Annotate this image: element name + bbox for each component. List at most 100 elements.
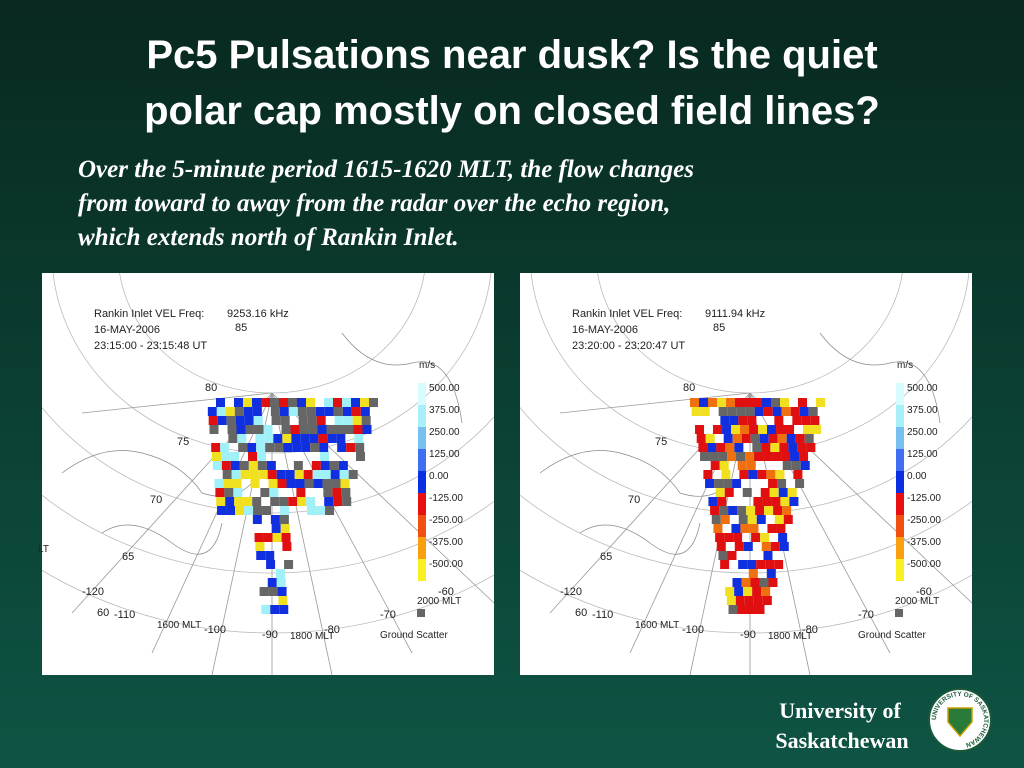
echo-cell bbox=[698, 443, 708, 452]
echo-cell bbox=[270, 605, 280, 614]
echo-cell bbox=[778, 488, 788, 497]
echo-cell bbox=[217, 506, 227, 515]
echo-cell bbox=[252, 407, 262, 416]
echo-cell bbox=[754, 452, 764, 461]
echo-cell bbox=[225, 407, 235, 416]
panel-header: Rankin Inlet VEL Freq: bbox=[572, 308, 682, 320]
echo-cell bbox=[787, 488, 797, 497]
echo-cell bbox=[266, 461, 276, 470]
title-line: polar cap mostly on closed field lines? bbox=[144, 89, 880, 133]
echo-cell bbox=[737, 605, 747, 614]
echo-cell bbox=[270, 515, 280, 524]
echo-cell bbox=[330, 470, 340, 479]
echo-cell bbox=[731, 524, 741, 533]
body-line: which extends north of Rankin Inlet. bbox=[78, 224, 459, 251]
echo-cell bbox=[806, 443, 816, 452]
echo-cell bbox=[273, 434, 283, 443]
echo-cell bbox=[744, 398, 753, 407]
mlt-label: 1800 MLT bbox=[290, 631, 334, 642]
echo-cell bbox=[735, 596, 745, 605]
echo-cell bbox=[777, 434, 787, 443]
echo-cell bbox=[795, 479, 805, 488]
echo-cell bbox=[223, 479, 233, 488]
echo-cell bbox=[707, 443, 717, 452]
echo-cell bbox=[279, 515, 289, 524]
mlt-label: 2000 MLT bbox=[417, 596, 461, 607]
echo-cell bbox=[245, 425, 255, 434]
echo-cell bbox=[217, 416, 227, 425]
echo-cell bbox=[731, 425, 741, 434]
latitude-label: 65 bbox=[122, 551, 134, 563]
radar-panel: Rankin Inlet VEL Freq: 16-MAY-2006 23:15:0… bbox=[38, 273, 494, 675]
echo-cell bbox=[762, 497, 772, 506]
echo-cell bbox=[775, 470, 785, 479]
echo-cell bbox=[718, 551, 728, 560]
colorbar-label: -500.00 bbox=[429, 559, 463, 570]
echo-cell bbox=[227, 425, 237, 434]
colorbar-segment bbox=[896, 449, 904, 471]
latitude-label: 60 bbox=[97, 607, 109, 619]
echo-cell bbox=[705, 479, 715, 488]
latitude-label: 85 bbox=[713, 322, 725, 334]
echo-cell bbox=[297, 398, 306, 407]
echo-cell bbox=[225, 497, 235, 506]
echo-cell bbox=[353, 425, 363, 434]
meridian bbox=[151, 392, 273, 654]
echo-cell bbox=[325, 506, 335, 515]
echo-cell bbox=[747, 515, 757, 524]
echo-cell bbox=[700, 407, 710, 416]
colorbar-segment bbox=[896, 405, 904, 427]
echo-cell bbox=[720, 560, 730, 569]
colorbar-label: 250.00 bbox=[429, 427, 460, 438]
echo-cell bbox=[774, 416, 784, 425]
echo-cell bbox=[271, 524, 281, 533]
longitude-label: -90 bbox=[262, 629, 278, 641]
echo-cell bbox=[295, 479, 305, 488]
echo-cell bbox=[771, 398, 780, 407]
echo-cell bbox=[738, 560, 748, 569]
echo-cell bbox=[792, 416, 802, 425]
echo-cell bbox=[766, 470, 776, 479]
longitude-label: -70 bbox=[858, 609, 874, 621]
echo-cell bbox=[261, 605, 271, 614]
echo-cell bbox=[270, 398, 279, 407]
echo-cell bbox=[244, 416, 254, 425]
longitude-label: -110 bbox=[114, 609, 135, 621]
echo-cell bbox=[735, 398, 744, 407]
echo-cell bbox=[762, 596, 772, 605]
echo-cell bbox=[782, 506, 792, 515]
echo-cell bbox=[323, 488, 333, 497]
echo-cell bbox=[263, 533, 273, 542]
echo-cell bbox=[774, 560, 784, 569]
echo-cell bbox=[703, 470, 713, 479]
echo-cell bbox=[360, 398, 369, 407]
echo-cell bbox=[761, 542, 771, 551]
echo-cell bbox=[315, 407, 325, 416]
echo-cell bbox=[247, 443, 257, 452]
echo-cell bbox=[215, 488, 225, 497]
echo-cell bbox=[270, 497, 280, 506]
echo-cell bbox=[282, 434, 292, 443]
echo-cell bbox=[297, 407, 307, 416]
echo-cell bbox=[335, 425, 345, 434]
echo-cell bbox=[753, 398, 762, 407]
echo-cell bbox=[726, 398, 735, 407]
echo-cell bbox=[739, 470, 749, 479]
echo-cell bbox=[338, 461, 348, 470]
echo-cell bbox=[740, 524, 750, 533]
echo-cell bbox=[342, 398, 351, 407]
colorbar-segment bbox=[418, 471, 426, 493]
ground-scatter-swatch bbox=[895, 609, 903, 617]
echo-cell bbox=[725, 587, 735, 596]
echo-cell bbox=[763, 452, 773, 461]
echo-cell bbox=[715, 533, 725, 542]
echo-cell bbox=[212, 461, 222, 470]
echo-cell bbox=[306, 407, 316, 416]
latitude-label: 70 bbox=[628, 494, 640, 506]
echo-cell bbox=[331, 479, 341, 488]
echo-cell bbox=[306, 398, 315, 407]
echo-cell bbox=[316, 506, 326, 515]
echo-cell bbox=[207, 407, 217, 416]
echo-cell bbox=[790, 407, 800, 416]
echo-cell bbox=[691, 407, 701, 416]
